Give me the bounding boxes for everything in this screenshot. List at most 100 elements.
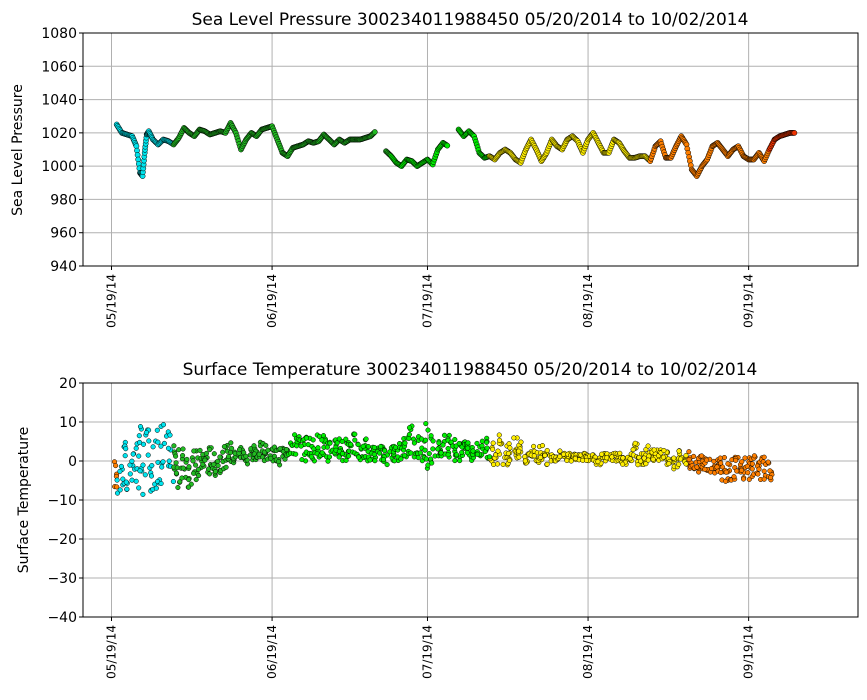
temperature-point: [117, 487, 123, 493]
temperature-point: [339, 438, 345, 445]
temperature-point: [363, 436, 369, 442]
temperature-point: [595, 459, 601, 465]
temperature-point: [505, 450, 511, 456]
temperature-grid: [83, 382, 858, 618]
temperature-point: [425, 462, 431, 468]
temperature-point: [184, 456, 190, 462]
temperature-point: [303, 435, 309, 441]
temperature-point: [452, 458, 458, 464]
temperature-point: [140, 491, 146, 497]
temperature-point: [173, 453, 179, 459]
temperature-point: [531, 443, 537, 449]
temperature-point: [717, 455, 723, 461]
temperature-point: [150, 444, 156, 450]
temperature-point: [166, 458, 172, 464]
temperature-point: [522, 454, 528, 460]
temperature-point: [137, 468, 143, 474]
temperature-point: [500, 461, 506, 467]
temperature-point: [371, 451, 377, 457]
temperature-point: [733, 457, 739, 463]
temperature-point: [378, 443, 384, 450]
temperature-point: [140, 462, 146, 468]
temperature-point: [761, 476, 767, 482]
temperature-panel: Surface Temperature 300234011988450 05/2…: [16, 360, 859, 679]
temperature-point: [683, 461, 689, 467]
temperature-point: [490, 440, 496, 446]
temperature-point: [686, 456, 692, 463]
temperature-point: [127, 462, 133, 468]
temperature-point: [506, 457, 513, 463]
temperature-point: [195, 466, 201, 473]
temperature-point: [702, 466, 708, 472]
temperature-point: [114, 477, 120, 483]
temperature-point: [718, 460, 724, 466]
temperature-point: [283, 446, 290, 453]
temperature-point: [457, 458, 463, 464]
temperature-point: [755, 471, 761, 477]
temperature-point: [537, 454, 544, 460]
temperature-point: [360, 443, 366, 449]
pressure-xtick-label: 09/19/14: [742, 274, 756, 328]
temperature-point: [129, 458, 135, 464]
temperature-point: [160, 422, 167, 428]
temperature-point: [464, 450, 470, 456]
temperature-point: [436, 440, 442, 446]
temperature-point: [140, 441, 147, 447]
temperature-point: [149, 462, 155, 469]
temperature-point: [173, 460, 179, 466]
temperature-point: [422, 447, 428, 453]
temperature-point: [265, 447, 271, 453]
temperature-point: [641, 455, 647, 461]
temperature-ytick-label: 0: [68, 454, 77, 470]
temperature-point: [346, 453, 352, 459]
temperature-point: [495, 448, 501, 454]
temperature-point: [200, 461, 206, 467]
pressure-ytick-label: 980: [50, 192, 77, 208]
temperature-point: [352, 437, 358, 443]
temperature-point: [176, 447, 182, 453]
temperature-point: [352, 431, 358, 437]
pressure-title: Sea Level Pressure 300234011988450 05/20…: [192, 10, 749, 30]
temperature-point: [440, 442, 446, 448]
temperature-point: [215, 463, 221, 469]
temperature-point: [123, 446, 129, 452]
temperature-ytick-label: 20: [59, 376, 77, 392]
temperature-point: [241, 450, 247, 456]
temperature-point: [428, 433, 434, 439]
temperature-point: [114, 484, 120, 490]
temperature-point: [186, 477, 192, 483]
temperature-point: [173, 470, 179, 476]
temperature-point: [175, 484, 181, 491]
temperature-point: [765, 459, 771, 465]
temperature-point: [686, 449, 692, 455]
temperature-point: [708, 465, 715, 472]
temperature-point: [516, 448, 522, 454]
temperature-point: [761, 468, 767, 474]
temperature-point: [699, 453, 705, 459]
temperature-point: [609, 454, 615, 460]
temperature-point: [308, 454, 315, 460]
temperature-point: [435, 446, 441, 452]
temperature-xtick-label: 08/19/14: [581, 625, 595, 679]
temperature-point: [568, 458, 574, 464]
temperature-point: [745, 470, 751, 476]
temperature-point: [193, 462, 199, 468]
temperature-point: [445, 452, 451, 458]
temperature-ytick-label: −30: [47, 571, 77, 587]
temperature-point: [356, 454, 362, 460]
temperature-point: [155, 459, 161, 465]
temperature-point: [723, 478, 729, 484]
pressure-xtick-label: 08/19/14: [581, 274, 595, 328]
temperature-point: [479, 443, 485, 449]
temperature-xtick-label: 07/19/14: [420, 625, 434, 679]
temperature-point: [604, 455, 610, 461]
temperature-point: [723, 469, 729, 475]
temperature-point: [319, 450, 325, 456]
pressure-point: [444, 142, 451, 149]
temperature-ytick-label: −10: [47, 493, 77, 509]
temperature-point: [651, 447, 657, 453]
temperature-point: [122, 453, 128, 459]
temperature-point: [731, 474, 737, 480]
temperature-point: [217, 454, 223, 460]
